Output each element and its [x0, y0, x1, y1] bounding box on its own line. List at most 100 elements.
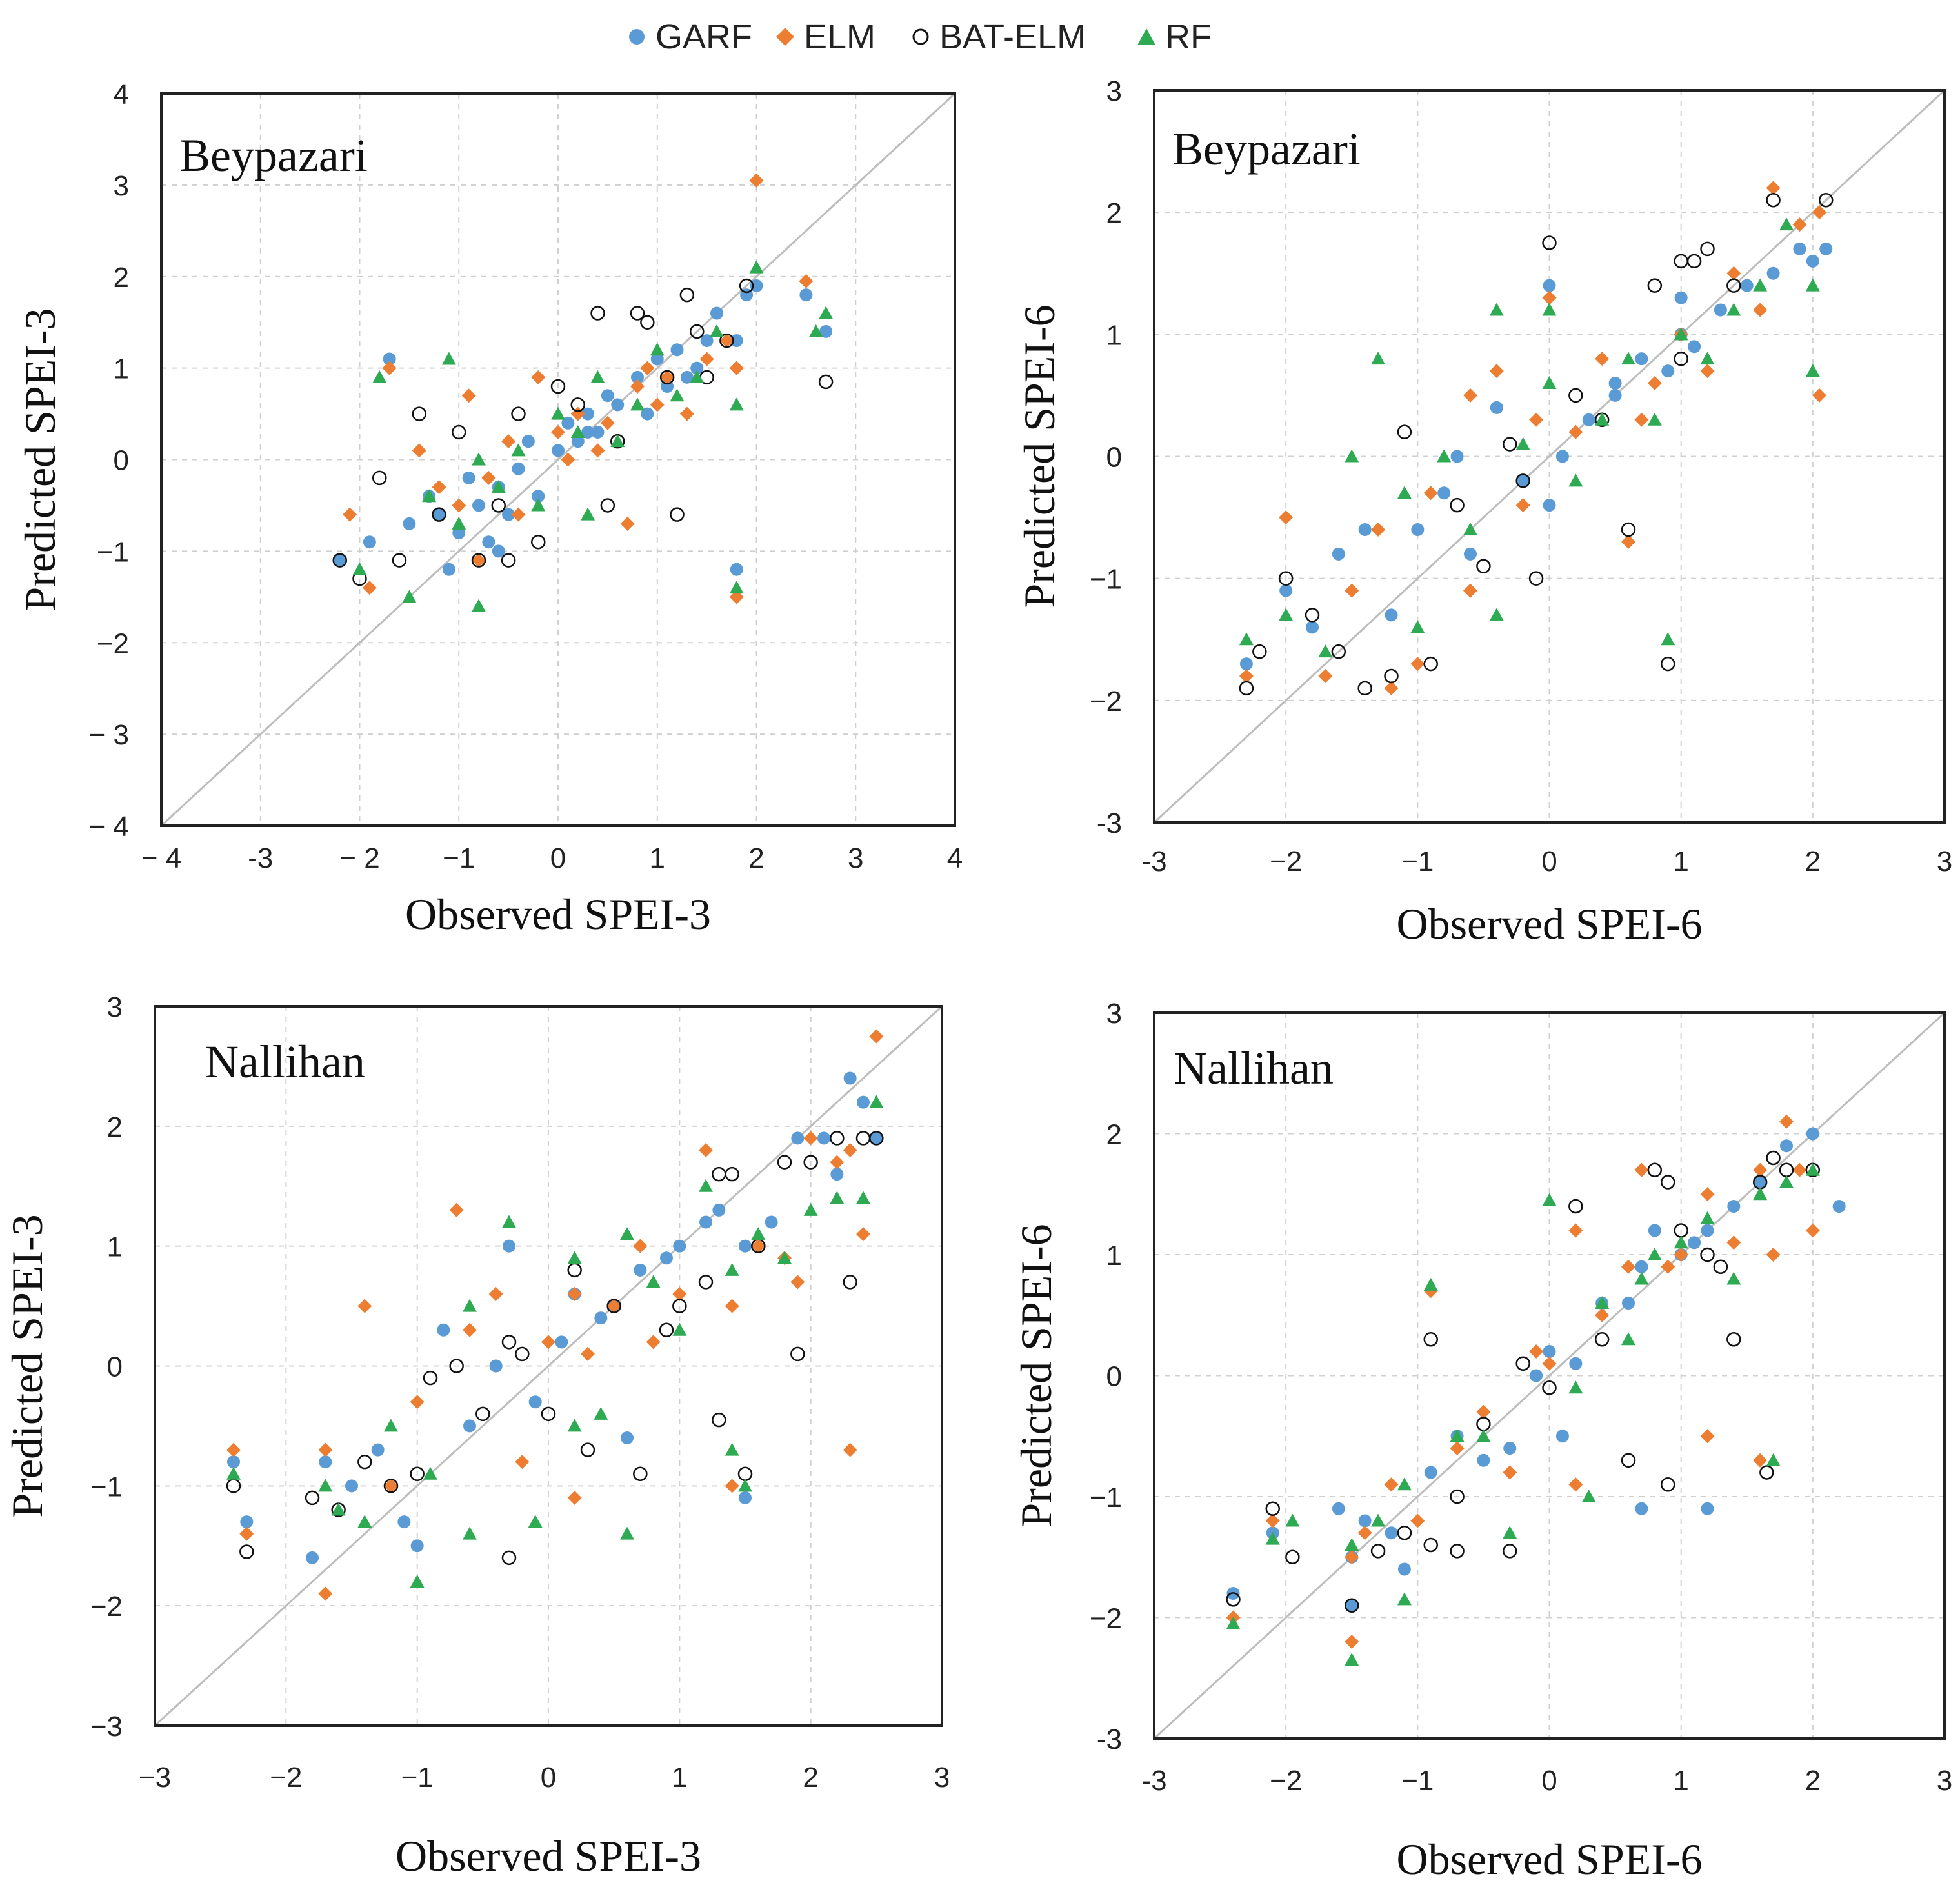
point-elm: [725, 1299, 739, 1313]
point-elm: [1423, 486, 1438, 501]
x-tick-label: -3: [1141, 1765, 1166, 1797]
point-garf: [452, 526, 466, 539]
point-rf: [1595, 1296, 1610, 1309]
point-bat-elm: [501, 553, 516, 568]
point-rf: [1515, 437, 1530, 450]
point-bat-elm: [1621, 522, 1636, 537]
legend-label-rf: RF: [1165, 17, 1212, 56]
point-elm: [531, 370, 546, 384]
point-garf: [363, 535, 376, 549]
point-garf: [830, 1168, 844, 1181]
legend-item-rf: RF: [1135, 14, 1212, 59]
point-garf: [561, 416, 575, 430]
point-elm: [1753, 1453, 1768, 1468]
point-elm: [1621, 1259, 1635, 1274]
point-garf: [482, 535, 495, 549]
x-tick-label: -3: [248, 842, 273, 874]
point-garf: [502, 508, 515, 521]
point-elm: [318, 1442, 333, 1457]
point-elm: [541, 1335, 555, 1350]
x-axis-title: Observed SPEI-6: [1396, 899, 1702, 948]
point-elm: [790, 1275, 805, 1290]
y-tick-label: −2: [97, 628, 129, 659]
point-garf: [739, 1239, 752, 1253]
point-rf: [610, 434, 625, 448]
point-bat-elm: [659, 370, 675, 385]
point-rf: [1371, 352, 1386, 365]
point-garf: [857, 1095, 870, 1109]
point-bat-elm: [1239, 681, 1254, 696]
point-bat-elm: [491, 498, 506, 513]
point-garf: [730, 334, 743, 348]
point-garf: [601, 389, 614, 403]
point-bat-elm: [1252, 644, 1267, 659]
point-rf: [372, 370, 387, 383]
point-elm: [432, 480, 446, 495]
point-garf: [581, 425, 595, 439]
point-bat-elm: [1357, 681, 1372, 696]
point-rf: [452, 516, 466, 530]
point-garf: [1516, 474, 1530, 488]
y-axis-title: Predicted SPEI-3: [3, 1214, 52, 1517]
point-elm: [452, 498, 466, 513]
garf-marker-icon: [629, 29, 645, 45]
point-bat-elm: [1568, 1199, 1583, 1214]
point-rf: [1805, 364, 1820, 377]
point-bat-elm: [410, 1466, 425, 1481]
point-elm: [1792, 1162, 1807, 1177]
point-garf: [227, 1455, 240, 1469]
point-garf: [1332, 1502, 1345, 1515]
x-tick-label: 2: [1805, 1765, 1821, 1797]
point-rf: [749, 260, 764, 274]
y-tick-label: 0: [1106, 1361, 1122, 1393]
point-garf: [594, 1311, 608, 1325]
point-rf: [1345, 1538, 1359, 1551]
point-garf: [1411, 523, 1425, 536]
point-rf: [331, 1502, 346, 1516]
point-rf: [1542, 376, 1557, 389]
point-garf: [1832, 1200, 1846, 1213]
point-garf: [1543, 499, 1556, 512]
point-bat-elm: [679, 287, 695, 303]
y-tick-label: 1: [114, 354, 129, 385]
point-bat-elm: [1423, 1332, 1438, 1347]
point-rf: [1726, 1271, 1741, 1285]
point-garf: [1358, 1514, 1372, 1528]
point-elm: [640, 361, 655, 375]
point-rf: [1647, 412, 1662, 426]
legend-label-garf: GARF: [655, 17, 753, 56]
point-garf: [1306, 621, 1319, 634]
point-rf: [1476, 1429, 1491, 1442]
point-elm: [1634, 1162, 1649, 1177]
point-elm: [799, 274, 814, 288]
x-tick-label: 0: [541, 1762, 556, 1793]
point-elm: [1384, 681, 1399, 695]
point-bat-elm: [1226, 1592, 1241, 1607]
point-garf: [1358, 523, 1372, 536]
point-garf: [1608, 377, 1622, 390]
point-elm: [590, 443, 605, 458]
point-elm: [1766, 181, 1781, 195]
point-elm: [551, 424, 565, 439]
point-elm: [226, 1442, 241, 1457]
point-elm: [239, 1526, 254, 1541]
point-rf: [672, 1322, 687, 1336]
point-rf: [1542, 1193, 1557, 1206]
point-rf: [808, 324, 823, 337]
point-elm: [1726, 266, 1741, 281]
y-tick-label: 3: [107, 991, 123, 1023]
point-rf: [1726, 303, 1741, 316]
station-title: Nallihan: [1174, 1042, 1334, 1094]
legend-item-elm: ELM: [774, 14, 875, 59]
point-bat-elm: [777, 1155, 792, 1170]
point-garf: [581, 407, 595, 421]
point-elm: [1529, 412, 1544, 427]
x-tick-label: 0: [550, 842, 566, 874]
y-tick-label: −1: [1090, 1482, 1122, 1513]
point-rf: [690, 370, 705, 383]
point-rf: [1226, 1616, 1241, 1629]
point-garf: [383, 352, 396, 366]
y-tick-label: 1: [107, 1231, 123, 1263]
point-rf: [1661, 632, 1675, 646]
point-bat-elm: [475, 1406, 490, 1422]
